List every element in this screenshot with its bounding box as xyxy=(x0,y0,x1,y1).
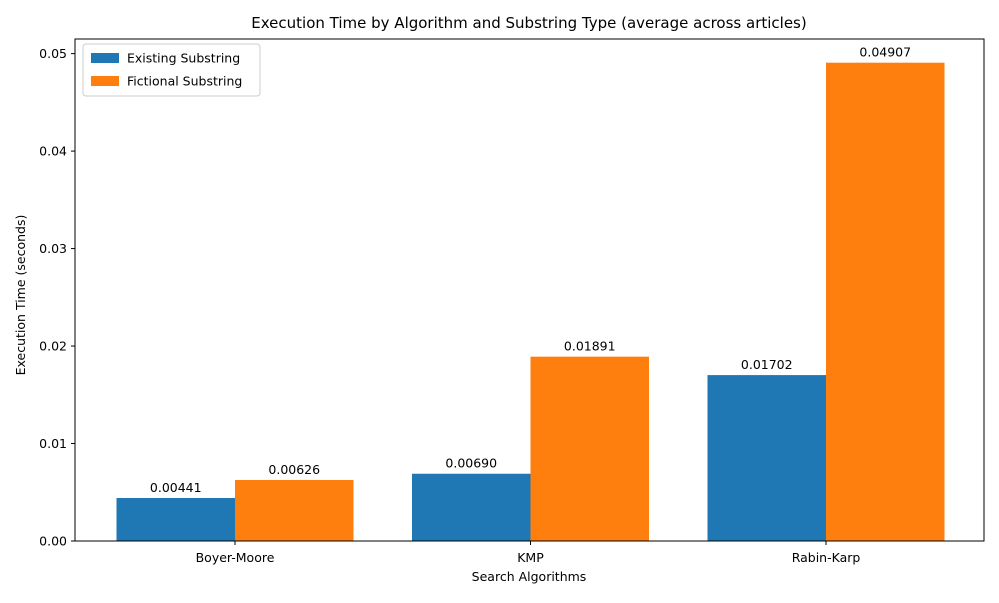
legend-label: Existing Substring xyxy=(127,51,240,66)
data-label: 0.04907 xyxy=(859,45,911,60)
legend: Existing Substring Fictional Substring xyxy=(82,43,261,97)
bar-fictional-substring-kmp xyxy=(530,356,649,541)
legend-swatch xyxy=(91,53,119,63)
y-tick-label: 0.02 xyxy=(39,339,67,354)
data-label: 0.01891 xyxy=(564,339,616,354)
bar-existing-substring-kmp xyxy=(412,473,531,541)
x-tick-label: KMP xyxy=(517,550,544,565)
y-tick-label: 0.00 xyxy=(39,534,67,549)
data-label: 0.00690 xyxy=(445,456,497,471)
y-tick-label: 0.03 xyxy=(39,241,67,256)
legend-box xyxy=(82,43,261,97)
x-axis-label: Search Algorithms xyxy=(472,569,587,584)
y-axis-label: Execution Time (seconds) xyxy=(13,215,28,376)
x-tick-label: Rabin-Karp xyxy=(792,550,861,565)
data-label: 0.00626 xyxy=(268,462,320,477)
x-tick-label: Boyer-Moore xyxy=(196,550,275,565)
y-tick-label: 0.01 xyxy=(39,436,67,451)
plot-area: 0.00441 0.00690 0.01702 0.00626 0.01891 0.049… xyxy=(39,38,985,565)
bar-existing-substring-boyer-moore xyxy=(116,498,235,541)
legend-label: Fictional Substring xyxy=(127,74,242,89)
chart-title: Execution Time by Algorithm and Substrin… xyxy=(251,14,806,32)
bar-fictional-substring-rabin-karp xyxy=(826,62,945,541)
bar-fictional-substring-boyer-moore xyxy=(235,479,354,541)
plot-frame xyxy=(74,38,985,542)
y-tick-label: 0.05 xyxy=(39,46,67,61)
bar-existing-substring-rabin-karp xyxy=(707,375,826,541)
legend-swatch xyxy=(91,76,119,86)
data-label: 0.01702 xyxy=(741,357,793,372)
data-label: 0.00441 xyxy=(150,480,202,495)
y-tick-label: 0.04 xyxy=(39,144,67,159)
